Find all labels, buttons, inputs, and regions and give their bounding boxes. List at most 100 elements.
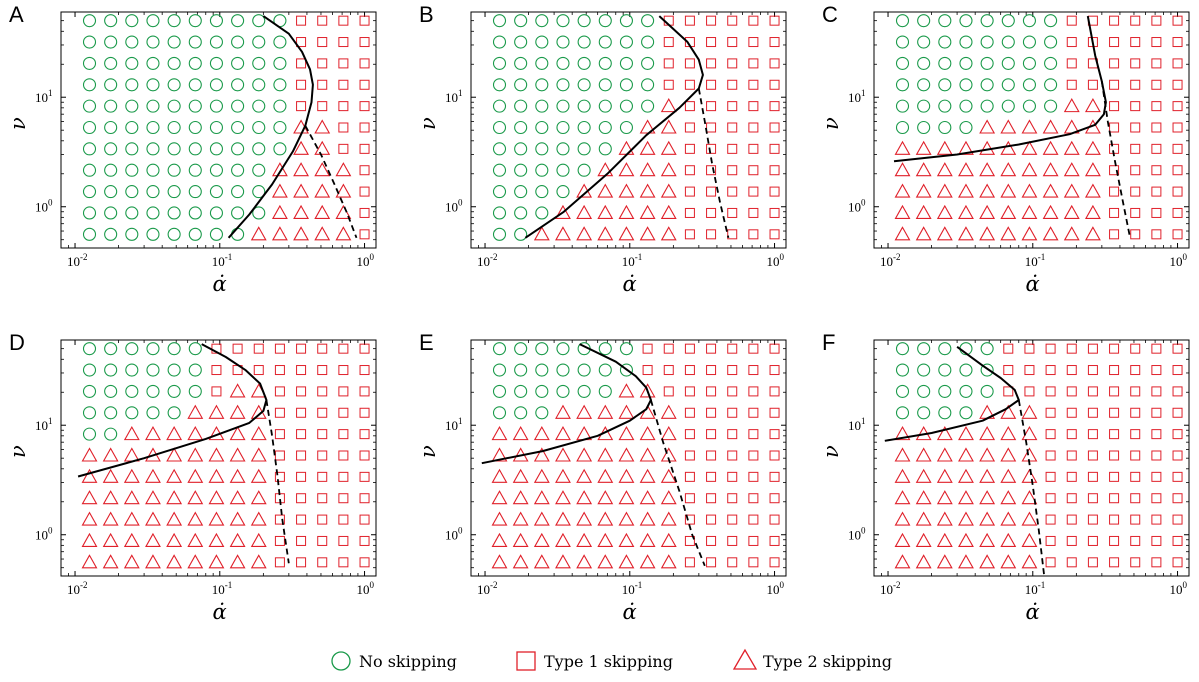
type1-skipping-point [1088,472,1097,481]
type1-skipping-point [643,366,652,375]
type1-skipping-point [360,144,369,153]
no-skipping-point [960,79,972,91]
type1-skipping-point [1173,344,1182,353]
type1-skipping-point [664,344,673,353]
type2-skipping-point [514,555,528,568]
no-skipping-point [105,407,117,419]
no-skipping-point [274,143,286,155]
type2-skipping-point [896,555,910,568]
no-skipping-point [147,207,159,219]
type2-skipping-point [556,448,570,461]
type1-skipping-point [1152,558,1161,567]
panel-c: C10-2 10-1 100100101α̇ν [819,2,1189,296]
no-skipping-point [578,164,590,176]
type1-skipping-point [360,430,369,439]
no-skipping-point [147,121,159,133]
type1-skipping-point [728,144,737,153]
type1-skipping-point [339,102,348,111]
type2-skipping-point [83,555,97,568]
type1-skipping-point [1067,387,1076,396]
type1-skipping-point [1088,430,1097,439]
type1-skipping-point [728,430,737,439]
type1-skipping-point [1152,123,1161,132]
type2-skipping-point [917,163,931,176]
no-skipping-point [189,228,201,240]
type1-skipping-point [1173,408,1182,417]
type1-skipping-point [707,451,716,460]
no-skipping-point [599,121,611,133]
type1-skipping-point [360,187,369,196]
type2-skipping-point [514,470,528,483]
no-skipping-point [557,100,569,112]
type1-skipping-point [749,123,758,132]
no-skipping-point [897,57,909,69]
type1-skipping-point [728,536,737,545]
no-skipping-point [84,186,96,198]
panel-f: F10-2 10-1 100100101α̇ν [819,330,1189,624]
type1-skipping-point [685,16,694,25]
no-skipping-point [494,207,506,219]
no-skipping-point [1023,36,1035,48]
type2-skipping-point [1022,534,1036,547]
no-skipping-point [536,57,548,69]
type2-skipping-point [662,427,676,440]
no-skipping-point [620,36,632,48]
type2-skipping-point [577,227,591,240]
no-skipping-point [147,186,159,198]
type2-skipping-point [535,427,549,440]
type2-skipping-point [662,534,676,547]
type1-skipping-point [297,387,306,396]
type1-skipping-point [1152,536,1161,545]
no-skipping-point [189,186,201,198]
no-skipping-point [126,57,138,69]
type2-skipping-point [577,513,591,526]
type1-skipping-point [770,16,779,25]
no-skipping-point [126,228,138,240]
type1-skipping-point [1110,558,1119,567]
type1-skipping-point [1131,187,1140,196]
type1-skipping-point [1088,536,1097,545]
type2-skipping-point [598,406,612,419]
no-skipping-point [105,343,117,355]
x-tick-label: 10-2 [880,580,901,597]
type1-skipping-point [1110,472,1119,481]
no-skipping-point [210,164,222,176]
no-skipping-point [147,143,159,155]
y-tick-label: 101 [35,416,53,433]
type1-skipping-point [749,430,758,439]
no-skipping-point [274,100,286,112]
panel-letter: A [9,2,24,27]
no-skipping-point [515,186,527,198]
x-axis-label: α̇ [1026,272,1040,296]
type2-skipping-point [619,427,633,440]
type1-skipping-point [728,515,737,524]
type1-skipping-point [1173,451,1182,460]
type2-skipping-point [315,206,329,219]
solid-boundary-curve [885,347,1019,441]
type1-skipping-point [1131,344,1140,353]
type1-skipping-point [1152,387,1161,396]
no-skipping-point [84,100,96,112]
type1-skipping-point [1046,536,1055,545]
type1-skipping-point [1110,187,1119,196]
type1-skipping-point [1152,187,1161,196]
type2-skipping-point [917,534,931,547]
type1-skipping-point [770,515,779,524]
no-skipping-point [126,385,138,397]
y-axis-label: ν [416,445,440,458]
type2-skipping-point [83,491,97,504]
no-skipping-point [536,385,548,397]
no-skipping-point [232,207,244,219]
no-skipping-point [189,36,201,48]
no-skipping-point [105,36,117,48]
type1-skipping-point [297,472,306,481]
no-skipping-point [84,164,96,176]
type1-skipping-point [1110,123,1119,132]
no-skipping-point [168,143,180,155]
no-skipping-point [189,57,201,69]
type1-skipping-point [749,472,758,481]
type1-skipping-point [1110,38,1119,47]
type1-skipping-point [685,230,694,239]
type2-skipping-point [641,227,655,240]
no-skipping-point [84,121,96,133]
